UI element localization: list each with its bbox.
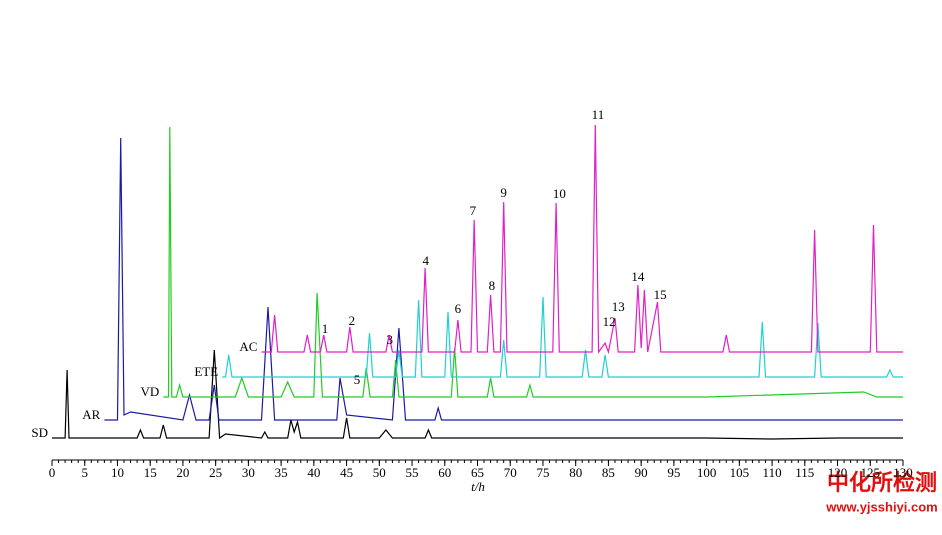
peak-label: 12 — [603, 314, 616, 329]
peak-label: 4 — [423, 253, 430, 268]
peak-label: 13 — [612, 299, 625, 314]
x-tick-label: 115 — [795, 465, 814, 480]
trace — [163, 126, 903, 398]
series-label: AR — [82, 407, 100, 422]
x-tick-label: 70 — [504, 465, 517, 480]
x-axis-label: t/h — [471, 479, 485, 494]
x-tick-label: 85 — [602, 465, 615, 480]
peak-label: 9 — [500, 185, 507, 200]
trace — [261, 124, 903, 355]
x-tick-label: 75 — [536, 465, 549, 480]
x-tick-label: 80 — [569, 465, 582, 480]
peak-label: 3 — [387, 332, 394, 347]
x-tick-label: 45 — [340, 465, 353, 480]
x-tick-label: 65 — [471, 465, 484, 480]
x-tick-label: 35 — [275, 465, 288, 480]
trace — [104, 137, 903, 421]
peak-label: 1 — [322, 321, 329, 336]
x-tick-label: 50 — [373, 465, 386, 480]
x-tick-label: 0 — [49, 465, 56, 480]
peak-label: 11 — [592, 107, 605, 122]
x-tick-label: 100 — [697, 465, 717, 480]
peak-label: 15 — [654, 287, 667, 302]
x-tick-label: 130 — [893, 465, 913, 480]
peak-label: 6 — [455, 301, 462, 316]
trace — [222, 296, 903, 378]
x-tick-label: 95 — [667, 465, 680, 480]
x-tick-label: 20 — [176, 465, 189, 480]
x-tick-label: 30 — [242, 465, 255, 480]
x-tick-label: 40 — [307, 465, 320, 480]
peak-label: 5 — [354, 372, 361, 387]
x-tick-label: 90 — [635, 465, 648, 480]
watermark-title: 中化所检测 — [827, 470, 937, 496]
peak-label: 8 — [489, 278, 496, 293]
x-tick-label: 60 — [438, 465, 451, 480]
x-tick-label: 105 — [730, 465, 750, 480]
x-tick-label: 110 — [763, 465, 782, 480]
x-tick-label: 25 — [209, 465, 222, 480]
series-label: ETE — [194, 364, 218, 379]
peak-label: 10 — [553, 186, 566, 201]
x-tick-label: 120 — [828, 465, 848, 480]
series-label: AC — [239, 339, 257, 354]
x-tick-label: 10 — [111, 465, 124, 480]
peak-label: 2 — [349, 313, 356, 328]
series-label: SD — [31, 425, 48, 440]
watermark-url: www.yjsshiyi.com — [825, 499, 938, 514]
x-tick-label: 5 — [81, 465, 88, 480]
x-tick-label: 55 — [406, 465, 419, 480]
peak-label: 7 — [470, 203, 477, 218]
peak-label: 14 — [631, 269, 645, 284]
series-label: VD — [141, 384, 160, 399]
x-tick-label: 125 — [861, 465, 881, 480]
x-tick-label: 15 — [144, 465, 157, 480]
trace — [52, 349, 903, 440]
